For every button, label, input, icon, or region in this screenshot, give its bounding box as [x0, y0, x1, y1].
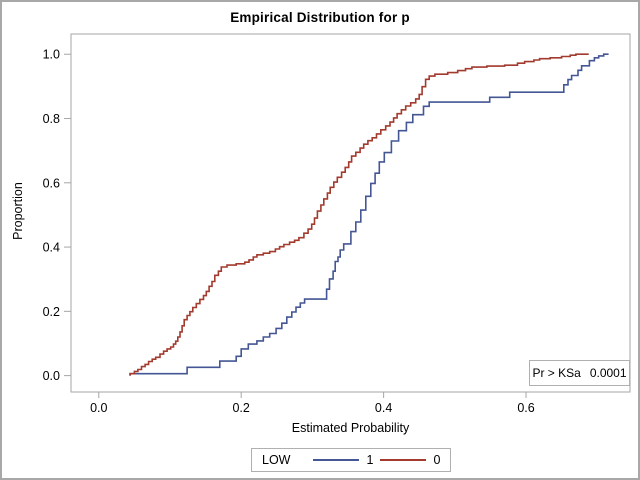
inset-statistic-value: 0.0001 — [589, 366, 627, 380]
legend-line-icon-group1 — [313, 459, 360, 461]
ecdf-step-curve-group0 — [129, 53, 589, 376]
x-axis-label: Estimated Probability — [291, 421, 410, 435]
y-tick-label: 0.2 — [43, 305, 60, 319]
x-tick-label: 0.2 — [232, 401, 249, 415]
x-tick-label: 0.0 — [90, 401, 107, 415]
x-tick-label: 0.6 — [517, 401, 534, 415]
x-tick-label: 0.4 — [375, 401, 392, 415]
ks-test-inset: Pr > KSa 0.0001 — [529, 360, 630, 386]
legend-title: LOW — [262, 453, 291, 467]
y-axis-label: Proportion — [11, 182, 25, 240]
plot-frame — [70, 33, 631, 393]
y-tick-label: 0.6 — [43, 176, 60, 190]
ecdf-step-curve-group1 — [129, 53, 609, 376]
legend: LOW 1 0 — [251, 448, 452, 472]
y-tick-label: 1.0 — [43, 48, 60, 62]
y-tick-label: 0.8 — [43, 112, 60, 126]
y-tick-label: 0.0 — [43, 369, 60, 383]
y-tick-label: 0.4 — [43, 241, 60, 255]
legend-label-group1: 1 — [366, 453, 374, 467]
chart-title: Empirical Distribution for p — [230, 10, 410, 25]
legend-label-group0: 0 — [433, 453, 441, 467]
legend-line-icon-group0 — [380, 459, 427, 461]
inset-statistic-label: Pr > KSa — [532, 366, 581, 380]
